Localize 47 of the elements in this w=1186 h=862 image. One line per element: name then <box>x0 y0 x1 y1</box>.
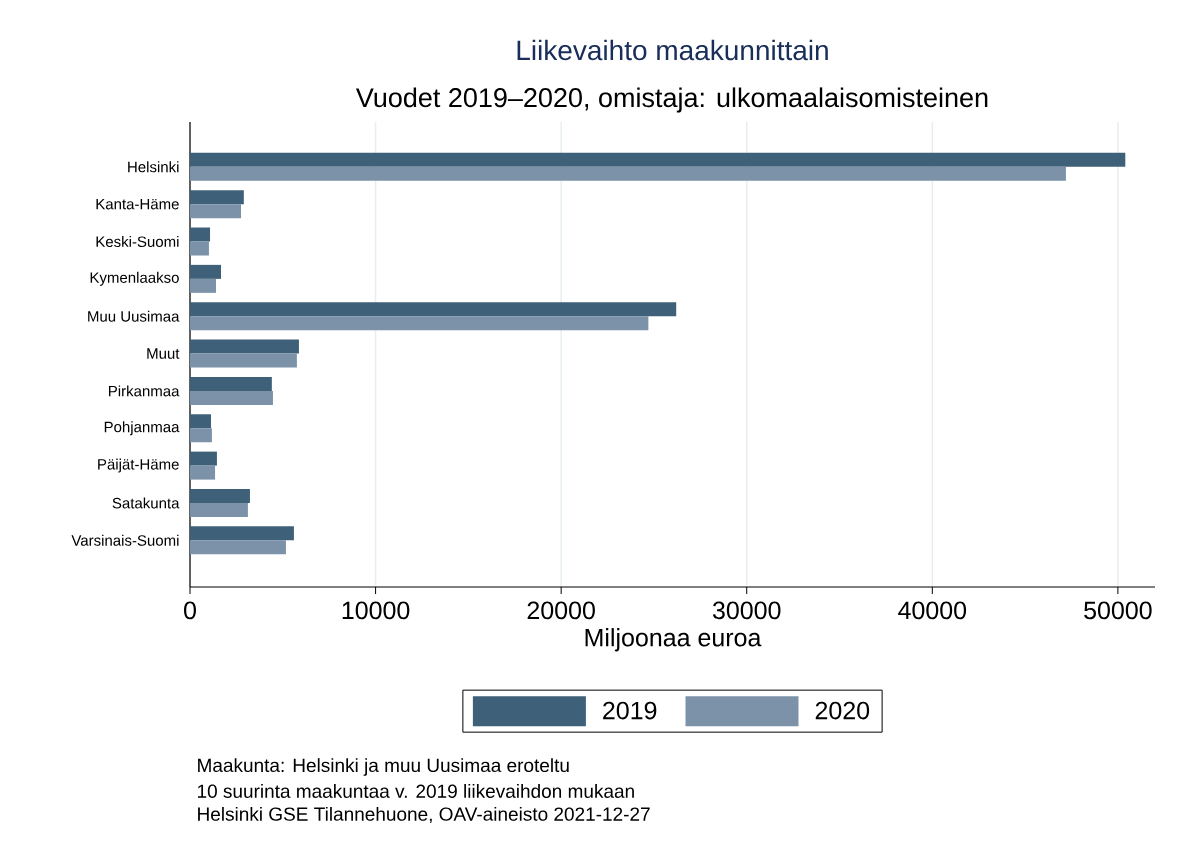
x-axis-title: Miljoonaa euroa <box>585 628 762 652</box>
y-tick-label: Helsinki <box>128 161 179 173</box>
y-tick-label: Muu Uusimaa <box>88 310 180 322</box>
legend-label: 2019 <box>603 701 657 720</box>
bar <box>190 241 209 256</box>
text: 10 suurinta maakuntaa v. 2019 liikevaihdon mukaan <box>197 784 634 798</box>
bar <box>190 451 217 466</box>
text: Maakunta: Helsinki ja muu Uusimaa eroteltu <box>198 758 569 776</box>
bar <box>190 227 211 242</box>
bar <box>190 166 1066 181</box>
y-tick-label: Kymenlaakso <box>90 271 179 286</box>
bar <box>190 339 299 354</box>
text: Helsinki GSE Tilannehuone, OAV-aineisto 2021-12-27 <box>198 806 650 824</box>
bar <box>190 376 272 391</box>
bar <box>190 302 677 317</box>
bar <box>190 264 221 279</box>
y-tick-label: Keski-Suomi <box>96 236 179 248</box>
bar <box>190 204 242 219</box>
y-tick-label: Muut <box>147 348 180 359</box>
x-tick-label: 10000 <box>342 601 410 620</box>
legend-label: 2020 <box>815 701 870 720</box>
y-tick-label: Kanta-Häme <box>96 198 179 210</box>
bar <box>190 316 649 331</box>
bar <box>190 502 248 517</box>
x-tick-label: 40000 <box>898 601 967 620</box>
x-tick-label: 0 <box>184 601 196 620</box>
bar <box>190 526 294 541</box>
y-tick-label: Satakunta <box>112 497 180 509</box>
bar <box>190 488 250 503</box>
chart-title: Liikevaihto maakunnittain <box>517 39 828 61</box>
x-tick-label: 50000 <box>1084 601 1152 620</box>
y-tick-label: Pohjanmaa <box>104 421 180 436</box>
x-tick-label: 20000 <box>527 601 595 620</box>
bar <box>190 278 216 293</box>
y-tick-label: Varsinais-Suomi <box>71 534 179 546</box>
bar <box>190 414 211 429</box>
bar <box>190 353 297 368</box>
bar <box>190 390 273 405</box>
chart-subtitle: Vuodet 2019–2020, omistaja: ulkomaalaisomisteinen <box>355 87 988 113</box>
bar <box>190 540 286 555</box>
bar <box>190 428 212 443</box>
y-tick-label: Pirkanmaa <box>109 385 180 397</box>
bar <box>190 190 244 205</box>
y-tick-label: Päijät-Häme <box>98 458 179 473</box>
bar <box>190 465 216 480</box>
bar <box>190 152 1126 167</box>
x-tick-label: 30000 <box>712 601 781 620</box>
